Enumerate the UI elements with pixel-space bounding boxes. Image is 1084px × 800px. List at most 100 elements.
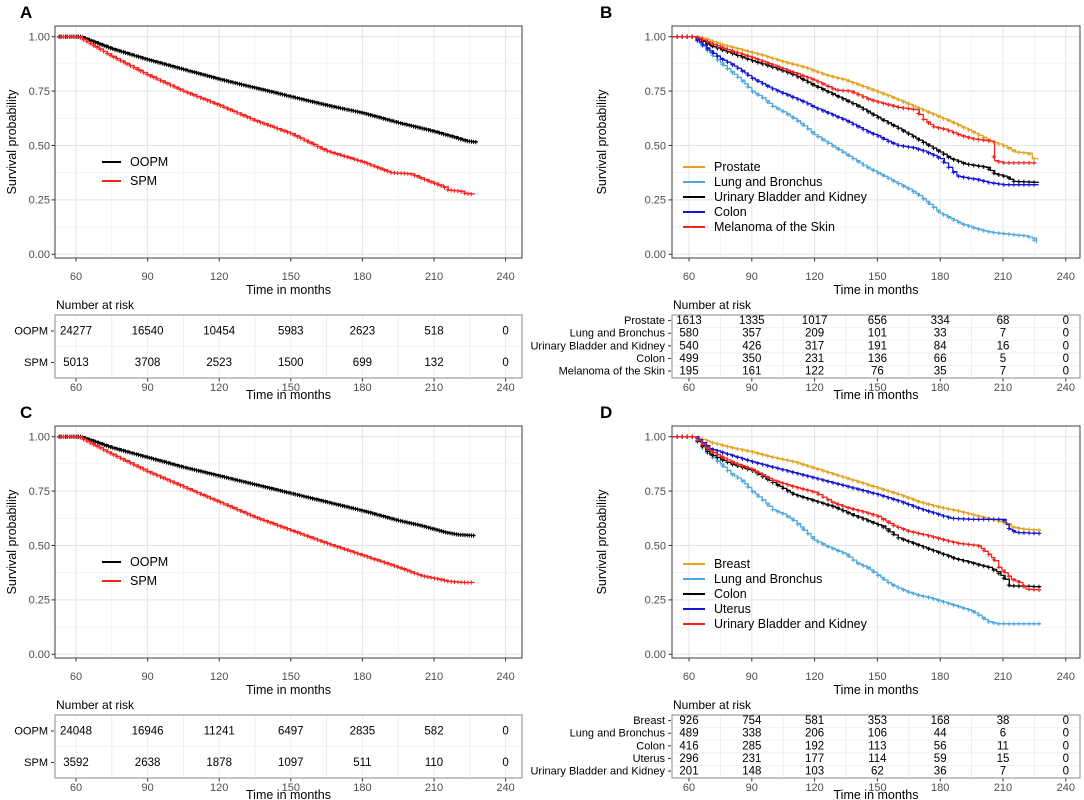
risk-table-value: 0 bbox=[502, 726, 508, 738]
legend-label-urinary-bladder-and-kidney: Urinary Bladder and Kidney bbox=[714, 190, 868, 204]
risk-x-tick-label: 150 bbox=[868, 382, 886, 394]
y-tick-label: 0.50 bbox=[29, 140, 50, 152]
risk-x-tick-label: 240 bbox=[496, 382, 514, 394]
risk-table-value: 66 bbox=[934, 353, 947, 365]
x-tick-label: 240 bbox=[1057, 271, 1075, 283]
y-tick-label: 0.50 bbox=[645, 540, 666, 552]
risk-x-axis-title: Time in months bbox=[246, 788, 331, 800]
panel-frame bbox=[671, 25, 1081, 259]
risk-x-tick-label: 90 bbox=[746, 782, 758, 794]
risk-row-label-melanoma-of-the-skin: Melanoma of the Skin bbox=[559, 366, 665, 378]
risk-table-value: 0 bbox=[1063, 728, 1069, 740]
risk-table-value: 334 bbox=[931, 315, 951, 327]
risk-row-label-colon: Colon bbox=[636, 740, 665, 752]
censor-marks-spm bbox=[58, 434, 474, 585]
risk-table-value: 122 bbox=[805, 366, 824, 378]
risk-x-tick-label: 90 bbox=[141, 782, 153, 794]
risk-table-value: 0 bbox=[1063, 753, 1069, 765]
risk-table-value: 581 bbox=[805, 715, 824, 727]
risk-table-value: 6497 bbox=[278, 726, 304, 738]
risk-table-value: 209 bbox=[805, 328, 824, 340]
y-axis-title: Survival probability bbox=[5, 489, 19, 595]
risk-table-value: 192 bbox=[805, 740, 824, 752]
y-tick-label: 0.25 bbox=[645, 595, 666, 607]
panel-label-d: D bbox=[600, 403, 612, 422]
x-tick-label: 150 bbox=[868, 671, 886, 683]
risk-table-value: 656 bbox=[868, 315, 887, 327]
risk-table-value: 3708 bbox=[135, 357, 161, 369]
y-tick-label: 0.25 bbox=[29, 595, 50, 607]
risk-table-value: 416 bbox=[679, 740, 698, 752]
legend-label-oopm: OOPM bbox=[130, 555, 168, 569]
risk-table-value: 499 bbox=[679, 353, 698, 365]
risk-table-value: 296 bbox=[679, 753, 698, 765]
legend-label-urinary-bladder-and-kidney: Urinary Bladder and Kidney bbox=[714, 617, 868, 631]
risk-table-title: Number at risk bbox=[673, 298, 752, 312]
risk-table-value: 231 bbox=[742, 753, 761, 765]
panel-b: B 1.00 0.75 0.50 0.25 0.00 60 90 120 150 180 210 240… bbox=[530, 0, 1084, 402]
risk-table-value: 1500 bbox=[278, 357, 304, 369]
risk-x-tick-label: 90 bbox=[141, 382, 153, 394]
risk-table-title: Number at risk bbox=[56, 298, 135, 312]
legend-label-spm: SPM bbox=[130, 574, 157, 588]
risk-table-value: 7 bbox=[1000, 766, 1006, 778]
risk-table-value: 0 bbox=[502, 757, 508, 769]
risk-row-label-urinary-bladder-and-kidney: Urinary Bladder and Kidney bbox=[530, 340, 665, 352]
x-axis-title: Time in months bbox=[834, 683, 919, 697]
risk-table-value: 101 bbox=[868, 328, 887, 340]
risk-table-value: 44 bbox=[934, 728, 947, 740]
risk-table-value: 582 bbox=[424, 726, 443, 738]
risk-x-tick-label: 150 bbox=[868, 782, 886, 794]
risk-table-value: 0 bbox=[1063, 766, 1069, 778]
y-tick-label: 0.50 bbox=[29, 540, 50, 552]
risk-x-axis-title: Time in months bbox=[246, 388, 331, 402]
panel-label-a: A bbox=[20, 3, 32, 22]
x-tick-label: 60 bbox=[70, 671, 82, 683]
risk-table-value: 6 bbox=[1000, 728, 1006, 740]
risk-table-value: 59 bbox=[934, 753, 947, 765]
risk-table-value: 195 bbox=[679, 366, 698, 378]
x-tick-label: 180 bbox=[931, 271, 949, 283]
y-tick-label: 0.75 bbox=[29, 86, 50, 98]
risk-x-tick-label: 180 bbox=[353, 782, 371, 794]
risk-table-value: 11241 bbox=[204, 726, 235, 738]
x-axis-title: Time in months bbox=[246, 683, 331, 697]
x-tick-label: 150 bbox=[282, 671, 300, 683]
risk-table-value: 84 bbox=[934, 340, 947, 352]
x-tick-label: 150 bbox=[282, 271, 300, 283]
risk-x-tick-label: 240 bbox=[496, 782, 514, 794]
x-tick-label: 210 bbox=[425, 271, 443, 283]
risk-x-tick-label: 120 bbox=[210, 382, 228, 394]
legend-label-spm: SPM bbox=[130, 174, 157, 188]
y-axis-title: Survival probability bbox=[595, 89, 609, 195]
risk-x-tick-label: 60 bbox=[70, 782, 82, 794]
x-tick-label: 240 bbox=[1057, 671, 1075, 683]
risk-table-value: 2638 bbox=[135, 757, 161, 769]
km-curves bbox=[672, 434, 1042, 626]
y-axis-title: Survival probability bbox=[595, 489, 609, 595]
y-tick-label: 0.00 bbox=[29, 249, 50, 261]
risk-table-value: 24048 bbox=[60, 726, 92, 738]
risk-table-value: 168 bbox=[931, 715, 950, 727]
risk-table-value: 2523 bbox=[206, 357, 232, 369]
risk-table-value: 357 bbox=[742, 328, 761, 340]
y-tick-label: 1.00 bbox=[645, 432, 666, 444]
risk-x-tick-label: 240 bbox=[1057, 382, 1075, 394]
y-tick-label: 0.25 bbox=[29, 195, 50, 207]
risk-table-value: 10454 bbox=[203, 326, 236, 338]
risk-x-tick-label: 120 bbox=[805, 382, 823, 394]
risk-table-value: 5013 bbox=[63, 357, 89, 369]
y-tick-label: 0.00 bbox=[645, 649, 666, 661]
risk-x-tick-label: 60 bbox=[70, 382, 82, 394]
risk-table-value: 754 bbox=[742, 715, 762, 727]
risk-table-box bbox=[54, 714, 523, 779]
risk-table-value: 35 bbox=[934, 366, 947, 378]
risk-row-label-oopm: OOPM bbox=[14, 726, 48, 738]
risk-table-value: 353 bbox=[868, 715, 887, 727]
x-tick-label: 210 bbox=[994, 271, 1012, 283]
risk-table-value: 338 bbox=[742, 728, 761, 740]
x-tick-label: 240 bbox=[496, 271, 514, 283]
risk-table-value: 106 bbox=[868, 728, 887, 740]
panel-frame bbox=[54, 425, 523, 659]
risk-table-value: 1335 bbox=[739, 315, 765, 327]
